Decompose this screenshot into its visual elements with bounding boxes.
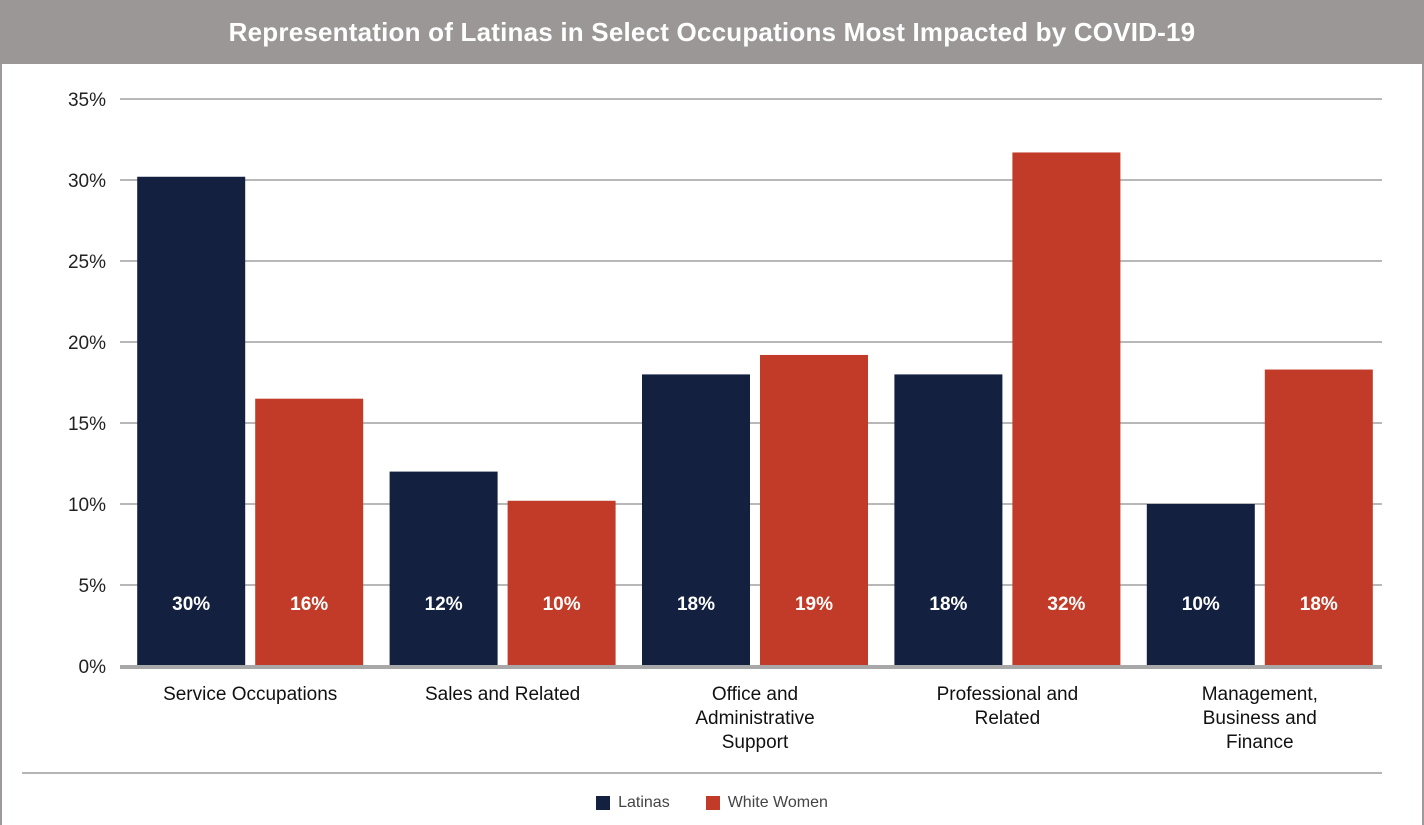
- bar-value-label: 18%: [1300, 594, 1338, 615]
- category-label: Related: [975, 708, 1041, 729]
- category-label: Sales and Related: [425, 684, 580, 705]
- bar: [1012, 152, 1121, 666]
- bar: [389, 471, 498, 666]
- y-tick-label: 25%: [68, 252, 106, 273]
- legend-item-white-women: White Women: [705, 794, 828, 812]
- bar: [1146, 504, 1255, 666]
- y-tick-label: 10%: [68, 495, 106, 516]
- legend-item-latinas: Latinas: [596, 794, 670, 812]
- category-label: Administrative: [695, 708, 814, 729]
- legend-swatch-latinas: [596, 796, 611, 810]
- bar: [507, 500, 616, 666]
- y-tick-label: 30%: [68, 171, 106, 192]
- category-label: Management,: [1202, 684, 1318, 705]
- bar-value-label: 18%: [677, 594, 715, 615]
- chart-title: Representation of Latinas in Select Occu…: [0, 0, 1424, 64]
- y-tick-label: 0%: [79, 657, 107, 678]
- category-label: Professional and: [937, 684, 1079, 705]
- category-label: Support: [722, 732, 789, 753]
- category-label: Business and: [1203, 708, 1317, 729]
- category-label: Office and: [712, 684, 798, 705]
- category-label: Finance: [1226, 732, 1294, 753]
- category-label: Service Occupations: [163, 684, 337, 705]
- bar-value-label: 10%: [1182, 594, 1220, 615]
- bar: [760, 354, 868, 666]
- y-tick-label: 5%: [79, 576, 107, 597]
- bar-value-label: 30%: [172, 594, 210, 615]
- legend-label-latinas: Latinas: [618, 794, 670, 811]
- bar-value-label: 32%: [1047, 594, 1085, 615]
- legend-swatch-white-women: [705, 796, 720, 810]
- bar: [642, 374, 750, 666]
- bar: [1264, 369, 1373, 666]
- y-tick-label: 35%: [68, 90, 106, 111]
- bar-value-label: 16%: [290, 594, 328, 615]
- legend-label-white-women: White Women: [727, 794, 828, 811]
- bar: [894, 374, 1003, 666]
- bar-chart: 0% 5% 10% 15% 20% 25% 30% 35% 30% 16% Service Occu…: [22, 90, 1382, 774]
- legend: Latinas White Women: [0, 794, 1424, 812]
- y-tick-label: 15%: [68, 414, 106, 435]
- bar-value-label: 10%: [543, 594, 581, 615]
- bar-value-label: 18%: [929, 594, 967, 615]
- bar: [137, 176, 246, 666]
- bar: [255, 398, 364, 666]
- y-tick-label: 20%: [68, 333, 106, 354]
- bar-value-label: 12%: [425, 594, 463, 615]
- bar-value-label: 19%: [795, 594, 833, 615]
